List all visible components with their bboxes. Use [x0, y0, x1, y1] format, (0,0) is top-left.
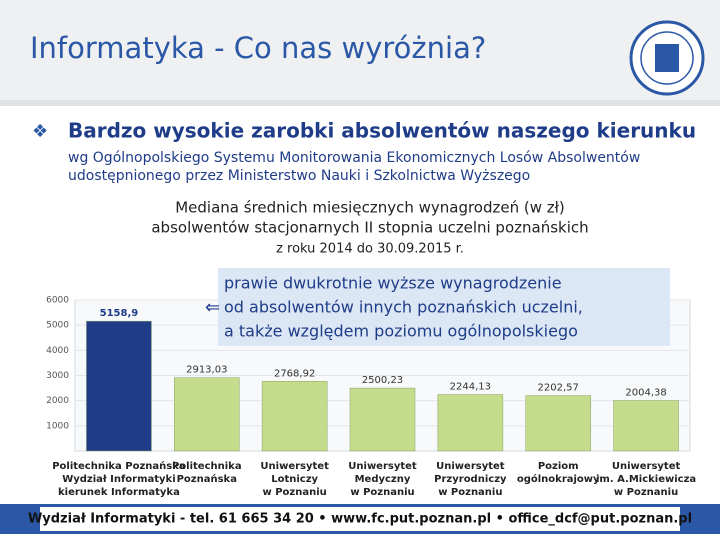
footer-box [40, 507, 680, 531]
x-tick-label: Poziom [538, 461, 579, 472]
slide-title: Informatyka - Co nas wyróżnia? [30, 31, 486, 65]
header-rule [0, 100, 720, 106]
x-tick-label: Lotniczy [271, 474, 318, 485]
callout-arrow: ⇐ [205, 297, 220, 318]
value-label: 2202,57 [538, 383, 579, 394]
header-band [0, 0, 720, 100]
bar [349, 387, 416, 452]
value-label: 2244,13 [450, 382, 491, 393]
x-tick-label: Wydział Informatyki [62, 474, 175, 485]
x-tick-label: ogólnokrajowy [517, 473, 600, 485]
source-line: udostępnionego przez Ministerstwo Nauki … [68, 168, 530, 184]
x-tick-label: im. A.Mickiewicza [596, 474, 696, 485]
bar [261, 381, 328, 452]
bar [437, 394, 504, 452]
x-tick-label: Politechnika Poznańska [52, 460, 185, 472]
bar [525, 395, 591, 452]
callout-text: od absolwentów innych poznańskich uczeln… [224, 298, 583, 317]
bar [174, 377, 240, 452]
x-tick-label: w Poznaniu [438, 487, 502, 498]
chart-heading: absolwentów stacjonarnych II stopnia ucz… [151, 219, 588, 237]
x-tick-label: Przyrodniczy [434, 474, 507, 485]
y-tick-label: 6000 [46, 296, 69, 306]
x-tick-label: w Poznaniu [263, 487, 327, 498]
x-tick-label: w Poznaniu [614, 487, 678, 498]
bar [613, 400, 679, 452]
y-tick-label: 3000 [46, 371, 69, 381]
callout-text: a także względem poziomu ogólnopolskiego [224, 322, 578, 341]
value-label: 2913,03 [186, 365, 227, 376]
y-tick-label: 2000 [46, 396, 69, 406]
x-tick-label: kierunek Informatyka [58, 487, 180, 498]
y-tick-label: 5000 [46, 321, 69, 331]
bullet-icon: ❖ [32, 121, 48, 142]
chart-heading: z roku 2014 do 30.09.2015 r. [276, 242, 464, 257]
x-tick-label: w Poznaniu [350, 487, 414, 498]
x-tick-label: Politechnika [172, 461, 242, 472]
x-tick-label: Uniwersytet [436, 461, 505, 472]
x-tick-label: Poznańska [177, 473, 237, 485]
value-label: 5158,9 [100, 308, 139, 319]
callout-text: prawie dwukrotnie wyższe wynagrodzenie [224, 274, 562, 293]
logo [629, 20, 705, 96]
value-label: 2768,92 [274, 368, 315, 379]
value-label: 2500,23 [362, 375, 403, 386]
chart-heading: Mediana średnich miesięcznych wynagrodze… [175, 199, 565, 217]
x-tick-label: Medyczny [355, 474, 411, 485]
footer-text: Wydział Informatyki - tel. 61 665 34 20 … [28, 512, 692, 527]
x-tick-label: Uniwersytet [612, 461, 681, 472]
callout-box [218, 268, 670, 346]
bullet-text: Bardzo wysokie zarobki absolwentów nasze… [68, 119, 696, 143]
value-label: 2004,38 [625, 388, 666, 399]
x-tick-label: Uniwersytet [348, 461, 417, 472]
bar [86, 320, 152, 452]
x-tick-label: Uniwersytet [260, 461, 329, 472]
y-tick-label: 4000 [46, 346, 69, 356]
source-line: wg Ogólnopolskiego Systemu Monitorowania… [68, 150, 640, 166]
y-tick-label: 1000 [46, 421, 69, 431]
